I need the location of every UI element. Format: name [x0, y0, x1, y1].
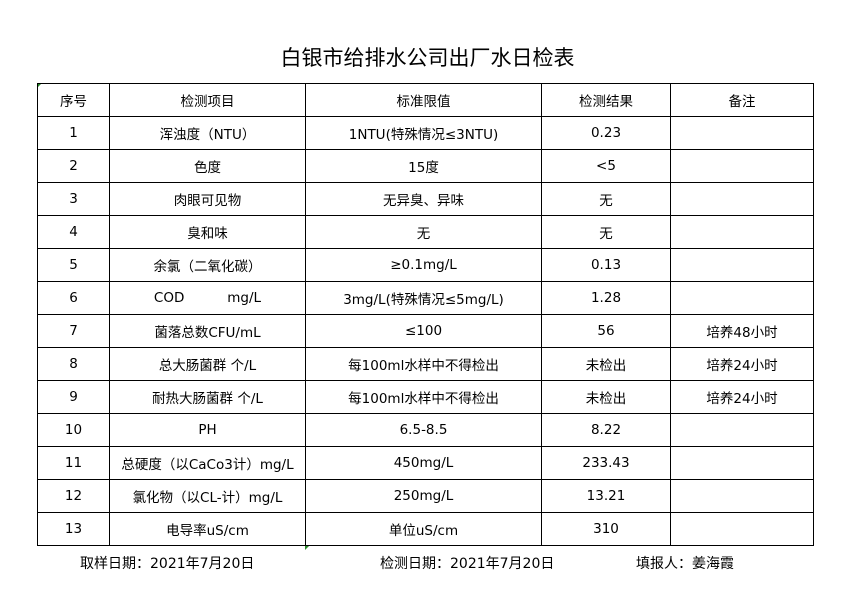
table-cell: 13 — [37, 512, 110, 546]
table-cell: <5 — [541, 149, 671, 183]
table-row: 4 臭和味无无 — [37, 215, 814, 249]
table-cell: 菌落总数CFU/mL — [109, 314, 306, 348]
table-cell — [670, 149, 814, 183]
table-row: 7 菌落总数CFU/mL ≤100 56 培养48小时 — [37, 314, 814, 348]
table-cell: 无异臭、异味 — [305, 182, 542, 216]
table-cell: 13.21 — [541, 479, 671, 513]
table-cell — [670, 281, 814, 315]
table-cell — [670, 512, 814, 546]
table-cell: ≤100 — [305, 314, 542, 348]
table-cell: 培养24小时 — [670, 347, 814, 381]
table-row: 6 COD mg/L 3mg/L(特殊情况≤5mg/L) 1.28 — [37, 281, 814, 315]
cell-marker — [305, 545, 310, 550]
table-cell: 浑浊度（NTU） — [109, 116, 306, 150]
table-cell: 无 — [305, 215, 542, 249]
header-row: 序号 检测项目 标准限值 检测结果 备注 — [37, 83, 814, 117]
table-cell: 臭和味 — [109, 215, 306, 249]
table-row: 9 耐热大肠菌群 个/L 每100ml水样中不得检出 未检出 培养24小时 — [37, 380, 814, 414]
table-row: 10 PH 6.5-8.5 8.22 — [37, 413, 814, 447]
table-cell: ≥0.1mg/L — [305, 248, 542, 282]
table-cell: 未检出 — [541, 347, 671, 381]
table-cell: 450mg/L — [305, 446, 542, 480]
table-cell: 无 — [541, 215, 671, 249]
column-header: 备注 — [670, 83, 814, 117]
table-cell: 6 — [37, 281, 110, 315]
table-cell: 电导率uS/cm — [109, 512, 306, 546]
table-cell — [670, 116, 814, 150]
table-cell: 耐热大肠菌群 个/L — [109, 380, 306, 414]
table-cell: PH — [109, 413, 306, 447]
table-cell — [670, 182, 814, 216]
column-header: 标准限值 — [305, 83, 542, 117]
table-cell — [670, 413, 814, 447]
test-date: 检测日期：2021年7月20日 — [380, 556, 555, 572]
table-cell: 11 — [37, 446, 110, 480]
table-cell: 每100ml水样中不得检出 — [305, 380, 542, 414]
table-cell: 9 — [37, 380, 110, 414]
inspection-table: 序号 检测项目 标准限值 检测结果 备注 1 浑浊度（NTU） 1NTU(特殊情况≤3NTU)… — [37, 83, 814, 546]
table-cell: 总硬度（以CaCo3计）mg/L — [109, 446, 306, 480]
table-cell: 12 — [37, 479, 110, 513]
table-row: 12 氯化物（以CL-计）mg/L 250mg/L 13.21 — [37, 479, 814, 513]
table-cell: 培养24小时 — [670, 380, 814, 414]
table-row: 11 总硬度（以CaCo3计）mg/L 450mg/L 233.43 — [37, 446, 814, 480]
table-cell: 3 — [37, 182, 110, 216]
column-header: 检测项目 — [109, 83, 306, 117]
table-cell: 7 — [37, 314, 110, 348]
table-cell: 3mg/L(特殊情况≤5mg/L) — [305, 281, 542, 315]
reporter: 填报人：姜海霞 — [636, 556, 734, 572]
column-header: 检测结果 — [541, 83, 671, 117]
table-cell: 0.13 — [541, 248, 671, 282]
table-cell: 310 — [541, 512, 671, 546]
table-cell: 233.43 — [541, 446, 671, 480]
table-cell: 肉眼可见物 — [109, 182, 306, 216]
table-cell: 余氯（二氧化碳） — [109, 248, 306, 282]
table-cell: 1NTU(特殊情况≤3NTU) — [305, 116, 542, 150]
table-cell — [670, 446, 814, 480]
page-title: 白银市给排水公司出厂水日检表 — [280, 46, 575, 70]
table-cell: 1.28 — [541, 281, 671, 315]
table-row: 8 总大肠菌群 个/L 每100ml水样中不得检出 未检出 培养24小时 — [37, 347, 814, 381]
table-row: 5 余氯（二氧化碳） ≥0.1mg/L 0.13 — [37, 248, 814, 282]
table-cell: 单位uS/cm — [305, 512, 542, 546]
table-cell: 4 — [37, 215, 110, 249]
table-cell: 10 — [37, 413, 110, 447]
table-cell: 无 — [541, 182, 671, 216]
table-cell: 8.22 — [541, 413, 671, 447]
table-cell: 250mg/L — [305, 479, 542, 513]
table-cell: 56 — [541, 314, 671, 348]
table-cell: 2 — [37, 149, 110, 183]
table-cell: 未检出 — [541, 380, 671, 414]
table-cell — [670, 479, 814, 513]
table-cell: 每100ml水样中不得检出 — [305, 347, 542, 381]
table-cell: COD mg/L — [109, 281, 306, 315]
table-cell: 1 — [37, 116, 110, 150]
table-cell: 0.23 — [541, 116, 671, 150]
table-row: 1 浑浊度（NTU） 1NTU(特殊情况≤3NTU) 0.23 — [37, 116, 814, 150]
table-cell: 氯化物（以CL-计）mg/L — [109, 479, 306, 513]
sample-date: 取样日期：2021年7月20日 — [80, 556, 255, 572]
table-cell — [670, 248, 814, 282]
table-cell: 8 — [37, 347, 110, 381]
table-row: 2 色度 15度 <5 — [37, 149, 814, 183]
table-cell: 总大肠菌群 个/L — [109, 347, 306, 381]
table-cell: 15度 — [305, 149, 542, 183]
table-row: 3 肉眼可见物 无异臭、异味无 — [37, 182, 814, 216]
column-header: 序号 — [37, 83, 110, 117]
table-cell: 6.5-8.5 — [305, 413, 542, 447]
table-cell — [670, 215, 814, 249]
table-row: 13 电导率uS/cm 单位uS/cm 310 — [37, 512, 814, 546]
table-cell: 色度 — [109, 149, 306, 183]
table-cell: 5 — [37, 248, 110, 282]
table-cell: 培养48小时 — [670, 314, 814, 348]
